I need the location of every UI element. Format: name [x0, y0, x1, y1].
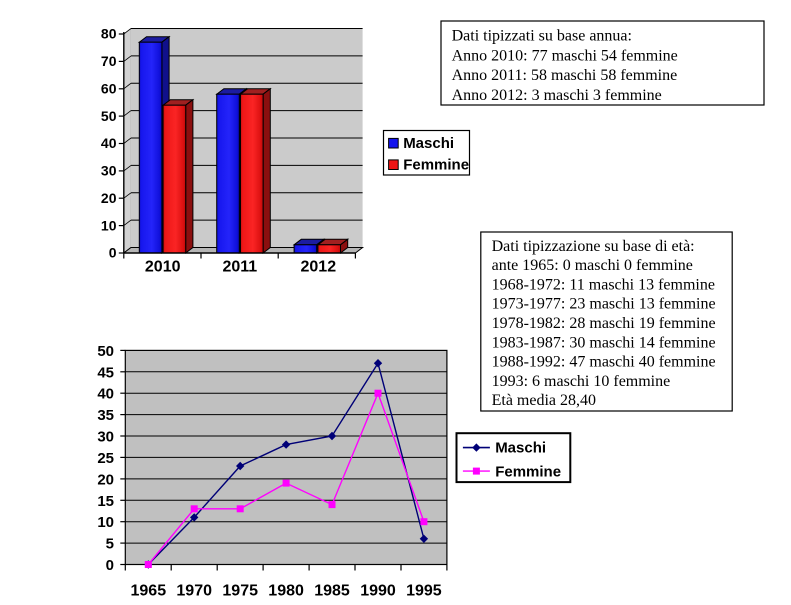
svg-text:0: 0	[106, 557, 114, 574]
svg-text:1983-1987: 30 maschi 14 femmin: 1983-1987: 30 maschi 14 femmine	[492, 334, 716, 351]
svg-text:Maschi: Maschi	[403, 135, 454, 152]
svg-text:Anno 2012: 3 maschi 3 femmine: Anno 2012: 3 maschi 3 femmine	[452, 87, 662, 104]
svg-text:Maschi: Maschi	[495, 440, 546, 457]
svg-text:30: 30	[101, 163, 117, 179]
svg-text:1988-1992: 47 maschi 40 femmin: 1988-1992: 47 maschi 40 femmine	[492, 354, 716, 371]
svg-text:2012: 2012	[301, 259, 337, 276]
svg-text:15: 15	[97, 493, 114, 510]
svg-text:1965: 1965	[131, 583, 167, 600]
svg-text:2010: 2010	[145, 259, 181, 276]
svg-text:20: 20	[101, 190, 117, 206]
svg-text:Anno 2010: 77 maschi 54 femmin: Anno 2010: 77 maschi 54 femmine	[452, 47, 678, 64]
svg-text:45: 45	[97, 364, 114, 381]
svg-text:0: 0	[109, 245, 117, 261]
svg-text:70: 70	[101, 53, 117, 69]
svg-text:1968-1972: 11 maschi 13 femmin: 1968-1972: 11 maschi 13 femmine	[492, 276, 715, 293]
svg-text:20: 20	[97, 471, 114, 488]
svg-text:10: 10	[101, 217, 117, 233]
svg-text:Femmine: Femmine	[495, 464, 561, 481]
svg-text:40: 40	[97, 386, 114, 403]
svg-text:1978-1982: 28 maschi 19 femmin: 1978-1982: 28 maschi 19 femmine	[492, 315, 716, 332]
svg-text:35: 35	[97, 407, 114, 424]
svg-text:50: 50	[101, 108, 117, 124]
svg-text:Femmine: Femmine	[403, 156, 469, 173]
svg-text:5: 5	[106, 536, 114, 553]
svg-text:ante 1965: 0 maschi 0 femmine: ante 1965: 0 maschi 0 femmine	[492, 257, 693, 274]
svg-text:1990: 1990	[360, 583, 396, 600]
svg-text:60: 60	[101, 81, 117, 97]
svg-text:40: 40	[101, 135, 117, 151]
svg-text:25: 25	[97, 450, 114, 467]
svg-text:1970: 1970	[176, 583, 212, 600]
svg-text:30: 30	[97, 429, 114, 446]
svg-text:80: 80	[101, 26, 117, 42]
svg-text:1973-1977: 23 maschi 13 femmin: 1973-1977: 23 maschi 13 femmine	[492, 296, 716, 313]
svg-text:10: 10	[97, 514, 114, 531]
svg-text:50: 50	[97, 343, 114, 360]
svg-text:2011: 2011	[222, 259, 257, 276]
svg-text:Età media 28,40: Età media 28,40	[492, 392, 596, 409]
svg-text:1985: 1985	[314, 583, 350, 600]
svg-text:1975: 1975	[222, 583, 258, 600]
svg-text:Anno 2011: 58 maschi 58 femmin: Anno 2011: 58 maschi 58 femmine	[452, 67, 678, 84]
svg-text:Dati tipizzazione su base di e: Dati tipizzazione su base di età:	[492, 238, 695, 255]
svg-text:1993: 6 maschi 10 femmine: 1993: 6 maschi 10 femmine	[492, 373, 671, 390]
svg-text:Dati tipizzati su base annua:: Dati tipizzati su base annua:	[452, 28, 632, 45]
svg-text:1980: 1980	[268, 583, 304, 600]
svg-text:1995: 1995	[406, 583, 442, 600]
